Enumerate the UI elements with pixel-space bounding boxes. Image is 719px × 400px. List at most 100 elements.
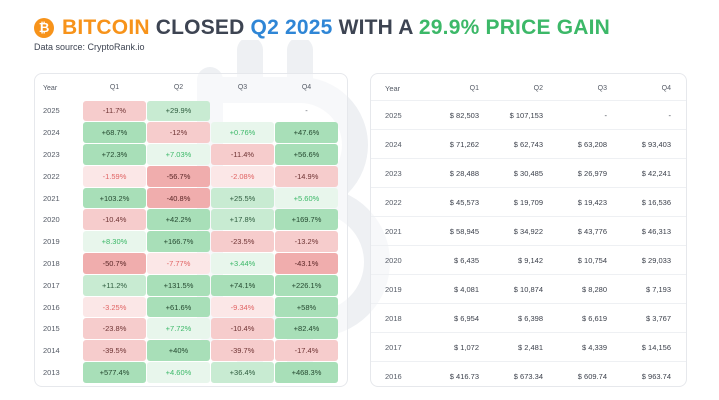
heatmap-cell: +7.03%: [147, 144, 210, 165]
heatmap-cell: -40.8%: [147, 187, 210, 209]
heatmap-cell: +7.72%: [147, 318, 210, 340]
data-source: Data source: CryptoRank.io: [34, 42, 145, 52]
heatmap-cell: +131.5%: [147, 274, 210, 296]
price-row: 2018 $ 6,954 $ 6,398 $ 6,619 $ 3,767: [371, 303, 686, 332]
heatmap-cell: -11.7%: [83, 100, 146, 122]
price-cell: $ 1,072: [453, 342, 479, 352]
heatmap-year-label: 2018: [43, 258, 60, 268]
price-cell: $ 4,339: [581, 342, 607, 352]
heatmap-col-header: Year: [43, 84, 58, 92]
heatmap-row: 2016 -3.25% +61.6% -9.34% +58%: [35, 296, 347, 318]
heatmap-cell: -39.5%: [83, 340, 146, 362]
price-year-label: 2021: [385, 226, 402, 236]
price-year-label: 2019: [385, 284, 402, 294]
price-col-header: Q3: [597, 84, 607, 92]
price-year-label: 2017: [385, 342, 402, 352]
price-table-header: Year Q1 Q2 Q3 Q4: [371, 74, 686, 100]
heatmap-header: Year Q1 Q2 Q3 Q4: [35, 74, 347, 100]
heatmap-cell: +72.3%: [83, 144, 146, 165]
heatmap-cell: -50.7%: [83, 253, 146, 274]
heatmap-row: 2021 +103.2% -40.8% +25.5% +5.60%: [35, 187, 347, 209]
heatmap-cell: +42.2%: [147, 209, 210, 231]
price-cell: $ 2,481: [517, 342, 543, 352]
header: ₿ BITCOIN CLOSED Q2 2025 WITH A 29.9% PR…: [34, 16, 610, 40]
price-row: 2017 $ 1,072 $ 2,481 $ 4,339 $ 14,156: [371, 332, 686, 361]
price-cell: $ 9,142: [517, 255, 543, 265]
bitcoin-logo-icon: ₿: [34, 18, 54, 38]
title-word-with: WITH A: [338, 16, 413, 39]
price-cell: $ 10,874: [513, 284, 543, 294]
heatmap-cell: +29.9%: [147, 100, 210, 122]
heatmap-year-label: 2020: [43, 215, 60, 225]
price-col-header: Q4: [661, 84, 671, 92]
price-row: 2024 $ 71,262 $ 62,743 $ 63,208 $ 93,403: [371, 129, 686, 158]
heatmap-row: 2015 -23.8% +7.72% -10.4% +82.4%: [35, 318, 347, 340]
heatmap-cell: -39.7%: [211, 340, 274, 362]
price-cell: $ 45,573: [449, 197, 479, 207]
price-row: 2023 $ 28,488 $ 30,485 $ 26,979 $ 42,241: [371, 158, 686, 187]
price-cell: $ 416.73: [449, 371, 479, 381]
heatmap-year-label: 2014: [43, 346, 60, 356]
heatmap-cell: -1.59%: [83, 165, 146, 187]
heatmap-cell: +56.6%: [275, 144, 338, 165]
price-cell: $ 63,208: [577, 139, 607, 149]
heatmap-cell: +11.2%: [83, 274, 146, 296]
heatmap-cell: -11.4%: [211, 144, 274, 165]
price-cell: $ 10,754: [577, 255, 607, 265]
heatmap-col-header: Q3: [237, 84, 248, 92]
heatmap-row: 2024 +68.7% -12% +0.76% +47.6%: [35, 122, 347, 144]
heatmap-row: 2018 -50.7% -7.77% +3.44% -43.1%: [35, 253, 347, 275]
heatmap-cell: +3.44%: [211, 253, 274, 274]
heatmap-year-label: 2013: [43, 367, 60, 377]
price-row: 2019 $ 4,081 $ 10,874 $ 8,280 $ 7,193: [371, 274, 686, 303]
price-row: 2025 $ 82,503 $ 107,153 - -: [371, 100, 686, 129]
price-cell: -: [604, 110, 608, 120]
heatmap-cell: +5.60%: [275, 187, 338, 209]
heatmap-row: 2022 -1.59% -56.7% -2.08% -14.9%: [35, 165, 347, 187]
price-cell: $ 42,241: [641, 168, 671, 178]
heatmap-cell: +169.7%: [275, 209, 338, 231]
price-cell: $ 14,156: [641, 342, 671, 352]
heatmap-cell: +4.60%: [147, 362, 210, 383]
price-cell: $ 6,954: [453, 313, 479, 323]
price-cell: $ 16,536: [641, 197, 671, 207]
heatmap-year-label: 2015: [43, 324, 60, 334]
heatmap-row: 2020 -10.4% +42.2% +17.8% +169.7%: [35, 209, 347, 231]
price-cell: $ 8,280: [581, 284, 607, 294]
heatmap-cell: +166.7%: [147, 231, 210, 253]
heatmap-cell: +82.4%: [275, 318, 338, 340]
heatmap-cell: +61.6%: [147, 296, 210, 318]
heatmap-col-header: Q1: [109, 84, 120, 92]
price-cell: $ 19,709: [513, 197, 543, 207]
heatmap-cell: +468.3%: [275, 362, 338, 383]
heatmap-cell: +0.76%: [211, 122, 274, 144]
heatmap-cell: +68.7%: [83, 122, 146, 144]
price-year-label: 2016: [385, 371, 402, 381]
price-row: 2021 $ 58,945 $ 34,922 $ 43,776 $ 46,313: [371, 216, 686, 245]
price-col-header: Q1: [469, 84, 479, 92]
price-cell: $ 71,262: [449, 139, 479, 149]
heatmap-cell: +8.30%: [83, 231, 146, 253]
heatmap-cell: -: [305, 106, 308, 116]
price-cell: $ 107,153: [509, 110, 543, 120]
price-cell: $ 58,945: [449, 226, 479, 236]
price-col-header: Q2: [533, 84, 543, 92]
price-year-label: 2024: [385, 139, 402, 149]
price-cell: $ 34,922: [513, 226, 543, 236]
price-cell: -: [668, 110, 672, 120]
heatmap-body: 2025 -11.7% +29.9% - 2024 +68.7% -12% +0.76% +47…: [35, 100, 347, 383]
heatmap-cell: -10.4%: [83, 209, 146, 231]
title-word-closed: CLOSED: [155, 16, 245, 39]
price-year-label: 2018: [385, 313, 402, 323]
price-cell: $ 30,485: [513, 168, 543, 178]
heatmap-row: 2013 +577.4% +4.60% +36.4% +468.3%: [35, 362, 347, 384]
heatmap-cell: +577.4%: [83, 362, 146, 383]
heatmap-year-label: 2024: [43, 128, 60, 138]
heatmap-row: 2019 +8.30% +166.7% -23.5% -13.2%: [35, 231, 347, 253]
heatmap-cell: -13.2%: [275, 231, 338, 253]
quarterly-close-price-table: Year Q1 Q2 Q3 Q4 2025 $ 82,503 $ 107,153 - - 2024…: [370, 73, 687, 387]
heatmap-cell: -56.7%: [147, 165, 210, 187]
heatmap-cell: -9.34%: [211, 296, 274, 318]
title-word-bitcoin: BITCOIN: [62, 16, 150, 39]
page-title: BITCOIN CLOSED Q2 2025 WITH A 29.9% PRIC…: [62, 16, 610, 40]
